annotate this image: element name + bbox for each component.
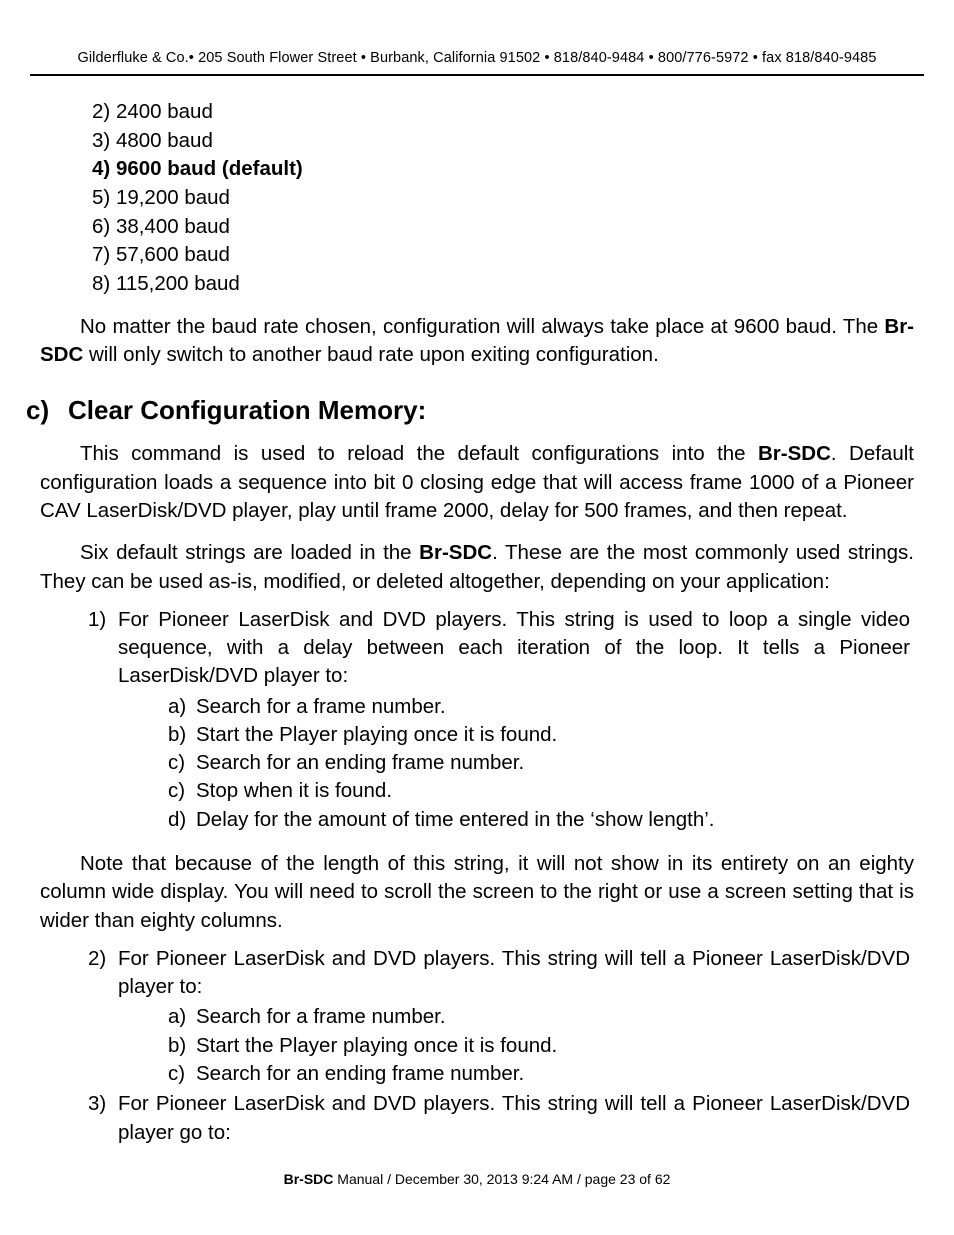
list-label: 115,200 baud: [116, 272, 240, 295]
list-label: 2400 baud: [116, 100, 213, 123]
footer-text: Manual / December 30, 2013 9:24 AM / pag…: [333, 1171, 670, 1187]
list-marker: 4): [92, 157, 110, 180]
list-label: 4800 baud: [116, 129, 213, 152]
list-marker: b): [168, 1032, 196, 1060]
list-item: 3) 4800 baud: [92, 127, 924, 156]
text-run: For Pioneer LaserDisk and DVD players. T…: [118, 947, 910, 998]
list-marker: 6): [92, 215, 110, 238]
list-marker: a): [168, 693, 196, 721]
list-body: For Pioneer LaserDisk and DVD players. T…: [118, 606, 910, 836]
paragraph: Six default strings are loaded in the Br…: [40, 539, 914, 596]
list-item: 2) 2400 baud: [92, 98, 924, 127]
page-header: Gilderfluke & Co.• 205 South Flower Stre…: [30, 50, 924, 76]
footer-bold: Br-SDC: [284, 1171, 334, 1187]
list-marker: c): [168, 749, 196, 777]
list-marker: d): [168, 806, 196, 834]
list-marker: c): [168, 1060, 196, 1088]
paragraph: This command is used to reload the defau…: [40, 440, 914, 525]
list-item: 8) 115,200 baud: [92, 270, 924, 299]
list-label: 57,600 baud: [116, 243, 230, 266]
alpha-list: a)Search for a frame number. b)Start the…: [168, 693, 910, 834]
list-marker: a): [168, 1003, 196, 1031]
text-run: No matter the baud rate chosen, configur…: [80, 315, 884, 338]
list-label: 19,200 baud: [116, 186, 230, 209]
list-body: Search for an ending frame number.: [196, 749, 910, 777]
text-run: will only switch to another baud rate up…: [83, 343, 658, 366]
text-run: This command is used to reload the defau…: [80, 442, 758, 465]
list-item: d)Delay for the amount of time entered i…: [168, 806, 910, 834]
list-item: 5) 19,200 baud: [92, 184, 924, 213]
list-body: Search for an ending frame number.: [196, 1060, 910, 1088]
baud-rate-list: 2) 2400 baud 3) 4800 baud 4) 9600 baud (…: [92, 98, 924, 299]
list-body: Search for a frame number.: [196, 1003, 910, 1031]
list-marker: 1): [88, 606, 118, 836]
list-item: 7) 57,600 baud: [92, 241, 924, 270]
list-marker: 3): [88, 1090, 118, 1147]
section-heading: c) Clear Configuration Memory:: [30, 395, 924, 426]
list-marker: 3): [92, 129, 110, 152]
text-run: Note that because of the length of this …: [40, 852, 914, 932]
numbered-list: 2) For Pioneer LaserDisk and DVD players…: [88, 945, 910, 1147]
list-label: 9600 baud (default): [116, 157, 303, 180]
list-body: For Pioneer LaserDisk and DVD players. T…: [118, 945, 910, 1090]
alpha-list: a)Search for a frame number. b)Start the…: [168, 1003, 910, 1088]
list-item: b)Start the Player playing once it is fo…: [168, 721, 910, 749]
paragraph: Note that because of the length of this …: [40, 850, 914, 935]
list-item: a)Search for a frame number.: [168, 1003, 910, 1031]
page: Gilderfluke & Co.• 205 South Flower Stre…: [0, 0, 954, 1235]
list-item: c)Search for an ending frame number.: [168, 1060, 910, 1088]
list-item: 2) For Pioneer LaserDisk and DVD players…: [88, 945, 910, 1090]
list-item: c)Search for an ending frame number.: [168, 749, 910, 777]
list-body: For Pioneer LaserDisk and DVD players. T…: [118, 1090, 910, 1147]
list-item: 3) For Pioneer LaserDisk and DVD players…: [88, 1090, 910, 1147]
text-run: For Pioneer LaserDisk and DVD players. T…: [118, 608, 910, 688]
paragraph: No matter the baud rate chosen, configur…: [40, 313, 914, 370]
list-item: c)Stop when it is found.: [168, 777, 910, 805]
list-marker: c): [168, 777, 196, 805]
list-marker: 5): [92, 186, 110, 209]
list-item: 1) For Pioneer LaserDisk and DVD players…: [88, 606, 910, 836]
text-bold: Br-SDC: [758, 442, 831, 465]
page-footer: Br-SDC Manual / December 30, 2013 9:24 A…: [0, 1171, 954, 1187]
list-body: Stop when it is found.: [196, 777, 910, 805]
list-body: Start the Player playing once it is foun…: [196, 721, 910, 749]
list-item: a)Search for a frame number.: [168, 693, 910, 721]
list-body: Delay for the amount of time entered in …: [196, 806, 910, 834]
text-bold: Br-SDC: [419, 541, 492, 564]
list-item: 6) 38,400 baud: [92, 213, 924, 242]
section-title: Clear Configuration Memory:: [68, 395, 426, 426]
list-marker: 8): [92, 272, 110, 295]
section-letter: c): [26, 395, 68, 426]
list-marker: b): [168, 721, 196, 749]
list-marker: 7): [92, 243, 110, 266]
list-body: Search for a frame number.: [196, 693, 910, 721]
list-label: 38,400 baud: [116, 215, 230, 238]
list-body: Start the Player playing once it is foun…: [196, 1032, 910, 1060]
list-item-default: 4) 9600 baud (default): [92, 155, 924, 184]
text-run: Six default strings are loaded in the: [80, 541, 419, 564]
numbered-list: 1) For Pioneer LaserDisk and DVD players…: [88, 606, 910, 836]
list-marker: 2): [88, 945, 118, 1090]
list-marker: 2): [92, 100, 110, 123]
list-item: b)Start the Player playing once it is fo…: [168, 1032, 910, 1060]
